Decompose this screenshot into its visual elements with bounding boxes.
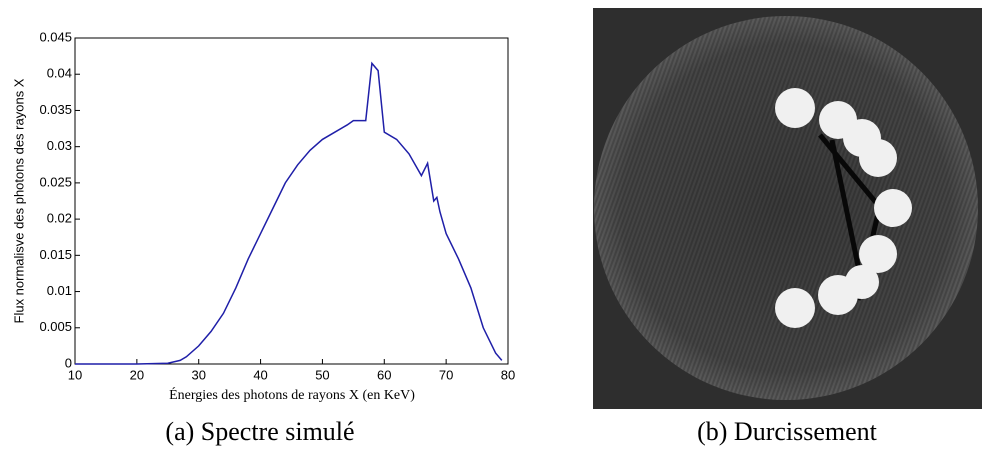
y-tick-label: 0.04	[47, 66, 72, 81]
spectrum-line	[75, 61, 503, 365]
x-tick-label: 80	[501, 367, 515, 382]
x-tick-label: 70	[439, 367, 453, 382]
y-tick-label: 0.025	[39, 174, 72, 189]
x-tick-label: 10	[68, 367, 82, 382]
plot-frame	[74, 37, 509, 365]
y-tick-label: 0	[65, 355, 72, 370]
y-tick-label: 0.03	[47, 138, 72, 153]
y-tick-label: 0.02	[47, 211, 72, 226]
ct-image	[593, 8, 982, 409]
y-axis-label: Flux normalisve des photons des rayons X	[11, 78, 26, 323]
x-tick-label: 50	[315, 367, 329, 382]
x-tick-label: 20	[130, 367, 144, 382]
x-tick-label: 30	[191, 367, 205, 382]
y-tick-label: 0.005	[39, 319, 72, 334]
y-tick-label: 0.015	[39, 247, 72, 262]
y-tick-label: 0.045	[39, 29, 72, 44]
x-tick-label: 40	[253, 367, 267, 382]
y-tick-label: 0.035	[39, 102, 72, 117]
x-axis-label: Énergies des photons de rayons X (en KeV…	[169, 386, 415, 403]
caption: (b) Durcissement	[697, 417, 878, 446]
x-tick-label: 60	[377, 367, 391, 382]
y-tick-label: 0.01	[47, 283, 72, 298]
caption: (a) Spectre simulé	[165, 417, 354, 446]
